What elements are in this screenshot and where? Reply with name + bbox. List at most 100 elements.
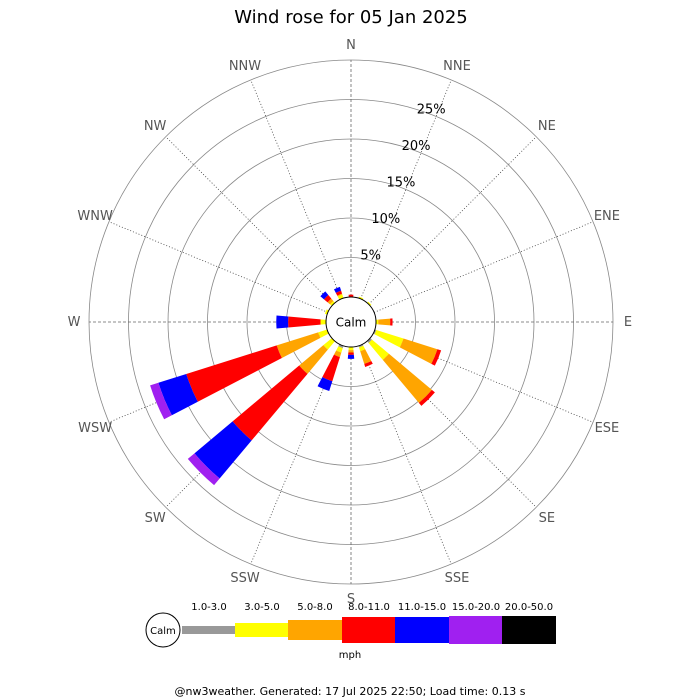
direction-label-ene: ENE (594, 209, 620, 224)
bar-nw-bin-1 (330, 301, 335, 306)
direction-label-sw: SW (145, 511, 166, 526)
radial-tick-label: 25% (417, 102, 446, 117)
direction-label-wnw: WNW (77, 209, 113, 224)
direction-label-ssw: SSW (230, 571, 260, 586)
bar-sw-bin-2 (299, 345, 328, 374)
bar-wsw-bin-5 (150, 382, 172, 420)
grid-ring (246, 217, 456, 427)
legend-swatch-0 (182, 626, 236, 634)
calm-center: Calm (325, 296, 377, 348)
direction-label-s: S (347, 592, 355, 607)
bar-e-bin-1 (375, 319, 379, 325)
legend-bin-label: 20.0-50.0 (505, 602, 553, 613)
bar-wsw-bin-3 (186, 345, 282, 402)
radial-tick-labels: 5% 10% 15% 20% 25% (360, 102, 445, 263)
bar-se-bin-3 (418, 389, 435, 406)
bar-ssw-bin-0 (338, 344, 344, 349)
calm-circle (325, 296, 377, 348)
legend-swatch-5 (449, 616, 503, 644)
bar-ese-bin-3 (431, 349, 442, 366)
bar-sw-bin-4 (194, 421, 252, 479)
bar-s-bin-3 (348, 352, 354, 355)
bar-nnw-bin-4 (333, 286, 342, 293)
spoke-ne (368, 136, 537, 305)
legend-unit-label: mph (339, 650, 361, 661)
bar-ese-bin-1 (374, 329, 404, 348)
spoke-wnw (108, 221, 329, 313)
radial-tick-label: 5% (360, 248, 381, 263)
bar-n-bin-3 (348, 294, 354, 298)
spoke-nnw (250, 79, 342, 300)
wind-bars (150, 286, 442, 486)
legend-bin-label: 3.0-5.0 (244, 602, 279, 613)
bar-sw-bin-3 (232, 365, 308, 441)
direction-label-n: N (346, 38, 356, 53)
direction-label-nnw: NNW (229, 59, 261, 74)
direction-label-ese: ESE (595, 421, 620, 436)
bar-sse-bin-2 (360, 349, 372, 364)
footer-text: @nw3weather. Generated: 17 Jul 2025 22:5… (175, 685, 526, 698)
spoke-nw (165, 136, 334, 305)
spoke-sse (360, 344, 452, 565)
bar-e-bin-2 (378, 318, 391, 326)
bar-wsw-bin-1 (318, 329, 329, 338)
radial-tick-label: 20% (402, 139, 431, 154)
legend-calm-label: Calm (150, 626, 176, 637)
bar-se-bin-1 (368, 339, 389, 360)
legend-bin-label: 8.0-11.0 (348, 602, 390, 613)
legend-swatch-1 (235, 623, 289, 637)
speed-legend: Calm mph 1.0-3.0 3.0-5.0 5.0-8.0 8.0-11.0 11… (145, 602, 556, 661)
legend-swatch-3 (342, 617, 396, 643)
legend-swatch-6 (502, 616, 556, 644)
radial-tick-label: 15% (386, 175, 415, 190)
bar-wnw-bin-1 (324, 309, 329, 315)
legend-bin-label: 15.0-20.0 (452, 602, 500, 613)
bar-ese-bin-2 (399, 338, 438, 364)
bar-se-bin-0 (367, 338, 372, 343)
bar-ssw-bin-4 (317, 377, 333, 392)
direction-label-nw: NW (144, 119, 167, 134)
bar-sse-bin-1 (358, 345, 366, 352)
direction-label-sse: SSE (445, 571, 470, 586)
bar-e-bin-3 (390, 318, 393, 326)
bar-sw-bin-5 (187, 453, 220, 486)
legend-swatch-2 (288, 620, 342, 640)
direction-label-se: SE (539, 511, 555, 526)
bar-s-bin-1 (348, 346, 354, 351)
bar-wsw-bin-4 (158, 373, 198, 416)
direction-label-w: W (68, 315, 81, 330)
bar-sse-bin-0 (358, 344, 364, 348)
bar-w-bin-3 (288, 316, 321, 328)
bar-se-bin-2 (382, 353, 432, 403)
direction-label-ne: NE (538, 119, 556, 134)
spoke-nne (360, 79, 452, 300)
legend-bin-label: 1.0-3.0 (191, 602, 226, 613)
bar-sw-bin-1 (323, 338, 335, 350)
legend-bin-label: 11.0-15.0 (398, 602, 446, 613)
bar-ssw-bin-2 (333, 350, 342, 358)
bar-nw-bin-2 (327, 298, 334, 305)
spoke-ene (373, 221, 594, 313)
bar-s-bin-2 (348, 350, 354, 353)
bar-s-bin-4 (347, 354, 355, 359)
legend-calm-circle (145, 612, 181, 648)
bar-nw-bin-4 (320, 291, 329, 300)
direction-label-wsw: WSW (78, 421, 112, 436)
bar-nne-bin-1 (358, 296, 364, 300)
bar-w-bin-1 (320, 319, 327, 325)
bar-ese-bin-0 (373, 329, 377, 335)
legend-swatch-4 (395, 617, 449, 643)
bar-nw-bin-3 (323, 294, 332, 303)
bar-sse-bin-3 (364, 360, 373, 367)
direction-labels: N NNE NE ENE E ESE SE SSE S SSW SW WSW W WNW NW NNW (68, 38, 633, 607)
bar-ssw-bin-3 (322, 354, 340, 382)
bar-ne-bin-1 (367, 301, 372, 306)
grid-ring (207, 178, 495, 466)
calm-label: Calm (336, 316, 367, 330)
bar-nnw-bin-3 (335, 290, 343, 296)
bar-w-bin-4 (276, 315, 289, 329)
direction-label-e: E (624, 315, 632, 330)
chart-title: Wind rose for 05 Jan 2025 (234, 7, 468, 28)
direction-label-nne: NNE (443, 59, 471, 74)
